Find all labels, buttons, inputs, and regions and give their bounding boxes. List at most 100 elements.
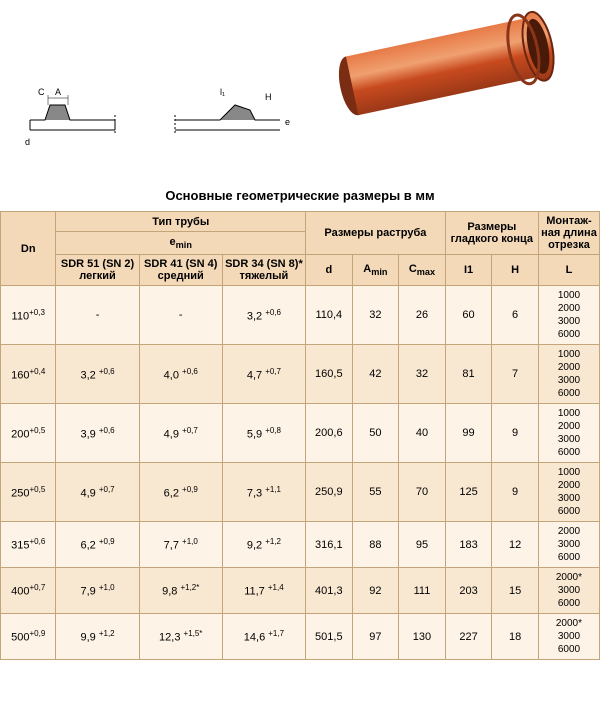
- header-sdr41: SDR 41 (SN 4) средний: [139, 255, 222, 286]
- cell-cmax: 40: [399, 404, 446, 463]
- cell-cmax: 130: [399, 614, 446, 660]
- header-sdr51: SDR 51 (SN 2) легкий: [56, 255, 139, 286]
- cell-amin: 50: [352, 404, 399, 463]
- header-cmax: Cmax: [399, 255, 446, 286]
- table-row: 160+0,43,2 +0,64,0 +0,64,7 +0,7160,54232…: [1, 345, 600, 404]
- cell-d: 316,1: [306, 522, 353, 568]
- cell-l: 1000200030006000: [538, 345, 599, 404]
- svg-text:l₁: l₁: [220, 87, 225, 97]
- header-mount: Монтаж-ная длина отрезка: [538, 212, 599, 255]
- cell-dn: 110+0,3: [1, 286, 56, 345]
- cell-d: 200,6: [306, 404, 353, 463]
- cell-sdr41: 9,8 +1,2*: [139, 568, 222, 614]
- pipe-photo-icon: [310, 0, 590, 130]
- cell-h: 9: [492, 404, 539, 463]
- cell-amin: 97: [352, 614, 399, 660]
- technical-drawing-icon: A C l₁ H e d: [20, 70, 300, 160]
- svg-text:C: C: [38, 87, 45, 97]
- header-emin: emin: [56, 232, 306, 255]
- cell-sdr41: 4,0 +0,6: [139, 345, 222, 404]
- cell-d: 250,9: [306, 463, 353, 522]
- cell-h: 7: [492, 345, 539, 404]
- cell-sdr51: 3,2 +0,6: [56, 345, 139, 404]
- cell-dn: 315+0,6: [1, 522, 56, 568]
- cell-i1: 125: [445, 463, 492, 522]
- cell-amin: 32: [352, 286, 399, 345]
- cell-sdr41: 12,3 +1,5*: [139, 614, 222, 660]
- cell-d: 401,3: [306, 568, 353, 614]
- cell-l: 1000200030006000: [538, 463, 599, 522]
- cell-d: 110,4: [306, 286, 353, 345]
- cell-l: 1000200030006000: [538, 404, 599, 463]
- cell-d: 160,5: [306, 345, 353, 404]
- cell-sdr34: 11,7 +1,4: [222, 568, 305, 614]
- header-socket: Размеры раструба: [306, 212, 446, 255]
- table-row: 315+0,66,2 +0,97,7 +1,09,2 +1,2316,18895…: [1, 522, 600, 568]
- header-amin: Amin: [352, 255, 399, 286]
- cell-sdr51: 9,9 +1,2: [56, 614, 139, 660]
- cell-l: 1000200030006000: [538, 286, 599, 345]
- table-row: 110+0,3--3,2 +0,6110,4322660610002000300…: [1, 286, 600, 345]
- cell-dn: 250+0,5: [1, 463, 56, 522]
- cell-sdr41: 4,9 +0,7: [139, 404, 222, 463]
- cell-sdr34: 3,2 +0,6: [222, 286, 305, 345]
- svg-text:d: d: [25, 137, 30, 147]
- svg-text:H: H: [265, 92, 272, 102]
- cell-cmax: 111: [399, 568, 446, 614]
- cell-sdr41: -: [139, 286, 222, 345]
- table-row: 500+0,99,9 +1,212,3 +1,5*14,6 +1,7501,59…: [1, 614, 600, 660]
- header-h: H: [492, 255, 539, 286]
- table-row: 400+0,77,9 +1,09,8 +1,2*11,7 +1,4401,392…: [1, 568, 600, 614]
- svg-text:e: e: [285, 117, 290, 127]
- cell-amin: 88: [352, 522, 399, 568]
- cell-sdr51: -: [56, 286, 139, 345]
- cell-i1: 99: [445, 404, 492, 463]
- header-d: d: [306, 255, 353, 286]
- diagram-area: A C l₁ H e d: [0, 0, 600, 180]
- cell-i1: 183: [445, 522, 492, 568]
- cell-sdr51: 6,2 +0,9: [56, 522, 139, 568]
- cell-h: 6: [492, 286, 539, 345]
- header-smooth: Размеры гладкого конца: [445, 212, 538, 255]
- cell-l: 2000*30006000: [538, 614, 599, 660]
- cell-dn: 400+0,7: [1, 568, 56, 614]
- cell-sdr41: 6,2 +0,9: [139, 463, 222, 522]
- cell-cmax: 70: [399, 463, 446, 522]
- header-i1: I1: [445, 255, 492, 286]
- cell-dn: 160+0,4: [1, 345, 56, 404]
- header-l: L: [538, 255, 599, 286]
- cell-sdr51: 7,9 +1,0: [56, 568, 139, 614]
- table-title: Основные геометрические размеры в мм: [0, 188, 600, 203]
- cell-amin: 55: [352, 463, 399, 522]
- cell-i1: 60: [445, 286, 492, 345]
- table-row: 250+0,54,9 +0,76,2 +0,97,3 +1,1250,95570…: [1, 463, 600, 522]
- cell-l: 2000*30006000: [538, 568, 599, 614]
- cell-h: 15: [492, 568, 539, 614]
- cell-d: 501,5: [306, 614, 353, 660]
- cell-cmax: 95: [399, 522, 446, 568]
- cell-sdr41: 7,7 +1,0: [139, 522, 222, 568]
- table-row: 200+0,53,9 +0,64,9 +0,75,9 +0,8200,65040…: [1, 404, 600, 463]
- cell-dn: 500+0,9: [1, 614, 56, 660]
- cell-cmax: 32: [399, 345, 446, 404]
- cell-i1: 203: [445, 568, 492, 614]
- cell-sdr34: 4,7 +0,7: [222, 345, 305, 404]
- cell-i1: 81: [445, 345, 492, 404]
- cell-dn: 200+0,5: [1, 404, 56, 463]
- cell-sdr51: 4,9 +0,7: [56, 463, 139, 522]
- header-pipe-type: Тип трубы: [56, 212, 306, 232]
- cell-h: 9: [492, 463, 539, 522]
- cell-h: 12: [492, 522, 539, 568]
- cell-sdr34: 9,2 +1,2: [222, 522, 305, 568]
- header-dn: Dn: [1, 212, 56, 286]
- cell-sdr34: 5,9 +0,8: [222, 404, 305, 463]
- header-sdr34: SDR 34 (SN 8)* тяжелый: [222, 255, 305, 286]
- cell-sdr51: 3,9 +0,6: [56, 404, 139, 463]
- cell-cmax: 26: [399, 286, 446, 345]
- cell-i1: 227: [445, 614, 492, 660]
- cell-amin: 42: [352, 345, 399, 404]
- cell-amin: 92: [352, 568, 399, 614]
- cell-l: 200030006000: [538, 522, 599, 568]
- cell-sdr34: 14,6 +1,7: [222, 614, 305, 660]
- cell-h: 18: [492, 614, 539, 660]
